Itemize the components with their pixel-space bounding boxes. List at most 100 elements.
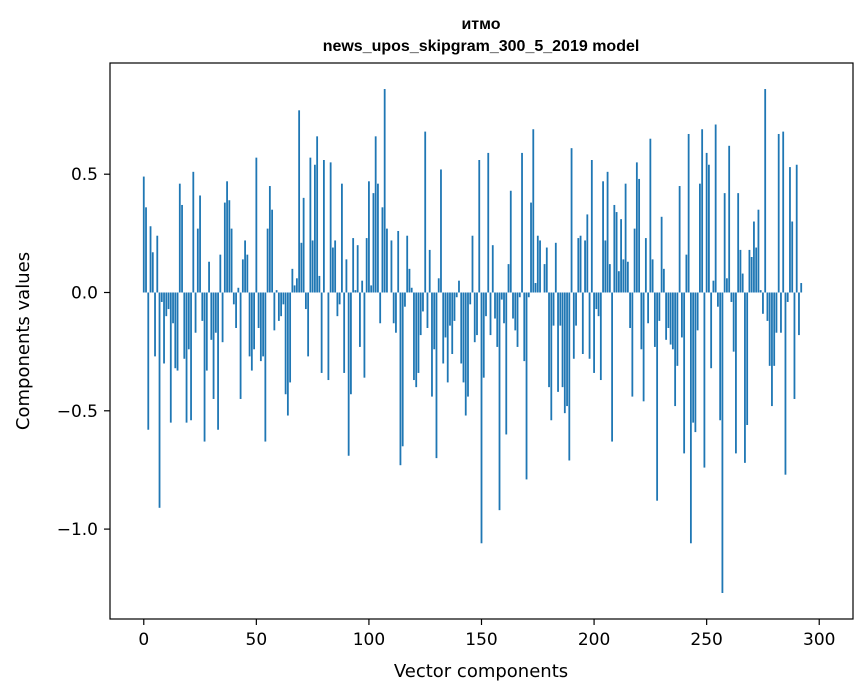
- bar-component-5: [154, 292, 156, 357]
- bar-component-152: [485, 292, 487, 317]
- bar-component-80: [322, 160, 325, 293]
- bar-component-210: [615, 212, 618, 293]
- bar-component-108: [386, 228, 388, 293]
- bar-component-85: [334, 240, 337, 293]
- bar-component-7: [158, 292, 161, 508]
- bar-component-229: [658, 292, 661, 321]
- bar-component-33: [217, 292, 219, 430]
- bar-component-269: [748, 249, 751, 293]
- bar-component-1: [145, 207, 147, 293]
- bar-component-165: [514, 292, 517, 331]
- bar-component-261: [730, 292, 733, 302]
- chart-title: итмо: [461, 16, 500, 33]
- bar-component-175: [536, 235, 539, 293]
- bar-component-153: [487, 152, 490, 293]
- bar-component-243: [689, 292, 692, 544]
- bar-component-129: [433, 292, 436, 350]
- bar-component-183: [554, 242, 557, 293]
- bar-component-223: [644, 238, 647, 293]
- bar-component-36: [223, 202, 226, 293]
- bar-component-98: [363, 292, 366, 378]
- bar-component-95: [356, 245, 359, 293]
- bar-component-138: [453, 292, 456, 321]
- bar-component-2: [147, 292, 150, 430]
- bar-component-120: [413, 292, 415, 381]
- x-tick-label: 200: [578, 630, 610, 650]
- bar-component-49: [253, 292, 255, 350]
- bar-component-122: [417, 292, 420, 373]
- x-tick-label: 50: [246, 630, 268, 650]
- bar-component-149: [478, 160, 481, 293]
- bar-component-56: [268, 186, 271, 293]
- bar-component-55: [266, 228, 269, 293]
- bar-component-222: [642, 292, 645, 402]
- bar-component-77: [316, 136, 319, 293]
- bar-component-31: [212, 292, 215, 399]
- bar-component-208: [611, 292, 613, 442]
- bar-component-228: [656, 292, 659, 501]
- bar-component-34: [219, 254, 222, 293]
- bar-component-226: [651, 259, 654, 293]
- bar-component-84: [332, 247, 334, 293]
- bar-component-265: [739, 249, 742, 293]
- bar-component-48: [250, 292, 253, 371]
- bar-component-262: [732, 292, 735, 352]
- bar-component-235: [671, 292, 674, 350]
- bar-component-106: [381, 207, 384, 293]
- bar-component-101: [370, 285, 373, 293]
- bar-component-30: [210, 292, 213, 340]
- y-tick-label: 0.5: [71, 165, 98, 185]
- bar-component-157: [496, 292, 499, 347]
- bar-component-130: [435, 292, 438, 459]
- bar-component-87: [338, 292, 341, 305]
- y-axis-ticks: 0.5 0.0 −0.5 −1.0: [57, 165, 110, 540]
- bar-component-206: [606, 171, 609, 293]
- bar-component-279: [771, 292, 773, 407]
- y-tick-label: −1.0: [57, 520, 98, 540]
- bar-component-119: [410, 287, 413, 293]
- bar-component-27: [203, 292, 206, 442]
- bar-component-12: [169, 292, 172, 423]
- bar-component-38: [228, 200, 231, 293]
- bar-component-100: [368, 181, 370, 293]
- bar-component-75: [311, 240, 314, 293]
- bar-component-70: [300, 242, 303, 293]
- bar-component-180: [548, 292, 550, 388]
- bar-component-14: [174, 292, 177, 369]
- bar-component-128: [431, 292, 433, 397]
- bar-component-231: [662, 268, 665, 293]
- bar-component-281: [775, 292, 778, 333]
- bar-component-268: [746, 292, 749, 425]
- bar-component-86: [336, 292, 339, 317]
- bar-component-51: [257, 292, 260, 328]
- bar-component-19: [185, 292, 188, 423]
- bar-component-40: [232, 292, 235, 305]
- bar-component-107: [383, 89, 386, 293]
- bar-component-286: [786, 292, 789, 302]
- bar-component-197: [586, 214, 589, 293]
- bar-component-105: [379, 292, 382, 324]
- bar-component-172: [530, 202, 532, 293]
- bar-component-135: [446, 292, 449, 383]
- bar-component-46: [246, 254, 249, 293]
- bar-component-220: [638, 178, 641, 293]
- bar-component-204: [602, 181, 604, 293]
- bar-component-93: [352, 238, 355, 293]
- bar-component-79: [320, 292, 323, 373]
- bar-component-241: [685, 254, 688, 293]
- bar-component-54: [264, 292, 267, 442]
- bar-component-96: [359, 292, 361, 347]
- bar-component-179: [545, 247, 548, 293]
- bar-component-164: [512, 292, 514, 319]
- bar-component-104: [377, 183, 379, 293]
- bar-component-3: [149, 226, 152, 293]
- bar-component-259: [726, 278, 728, 293]
- bar-component-219: [635, 162, 638, 293]
- bar-component-163: [509, 190, 512, 293]
- bar-component-150: [480, 292, 483, 544]
- bar-component-159: [500, 292, 503, 300]
- bar-component-198: [588, 292, 591, 359]
- bar-component-245: [694, 292, 697, 433]
- bar-component-280: [773, 292, 776, 366]
